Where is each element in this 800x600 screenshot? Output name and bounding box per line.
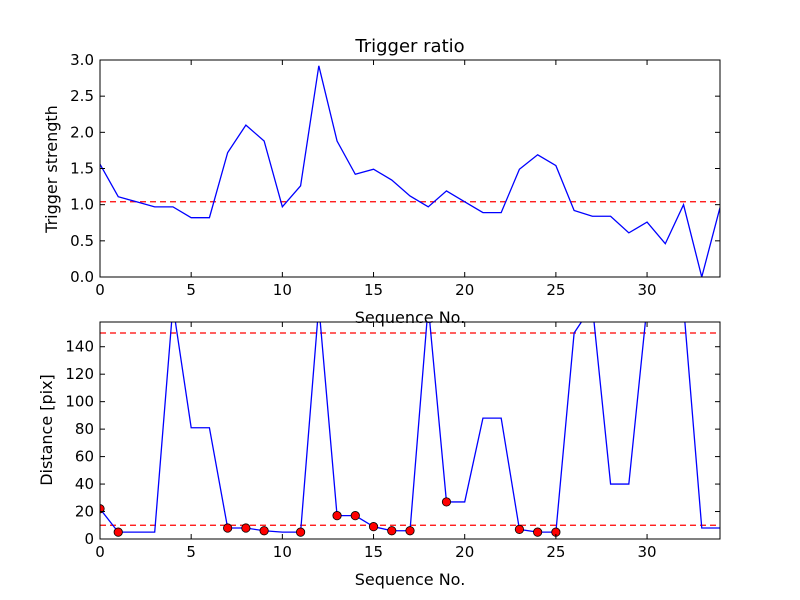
x-axis-label: Sequence No. bbox=[355, 570, 466, 589]
x-tick-label: 0 bbox=[95, 281, 105, 299]
y-tick-label: 140 bbox=[65, 338, 94, 356]
y-tick-label: 20 bbox=[75, 503, 94, 521]
x-tick-label: 10 bbox=[273, 543, 292, 561]
x-tick-label: 20 bbox=[455, 281, 474, 299]
trigger-ratio-panel: Trigger ratio Sequence No. Trigger stren… bbox=[42, 36, 721, 327]
data-point bbox=[295, 527, 306, 537]
data-point bbox=[241, 523, 251, 533]
plot-area bbox=[100, 65, 720, 277]
data-point bbox=[368, 522, 379, 532]
data-point bbox=[533, 527, 543, 537]
y-tick-label: 2.5 bbox=[70, 87, 94, 105]
y-tick-label: 100 bbox=[65, 393, 94, 411]
x-tick-label: 5 bbox=[186, 281, 196, 299]
x-tick-label: 0 bbox=[95, 543, 105, 561]
axes-frame bbox=[99, 59, 721, 278]
data-point bbox=[113, 527, 123, 537]
data-point bbox=[332, 511, 342, 521]
x-tick-label: 15 bbox=[364, 281, 383, 299]
x-tick-label: 5 bbox=[186, 543, 196, 561]
y-tick-label: 60 bbox=[75, 448, 94, 466]
y-tick-label: 1.0 bbox=[70, 196, 94, 214]
x-tick-label: 25 bbox=[546, 281, 565, 299]
y-tick-label: 80 bbox=[75, 420, 94, 438]
x-tick-label: 20 bbox=[455, 543, 474, 561]
data-point bbox=[387, 526, 397, 536]
data-point bbox=[514, 524, 525, 534]
x-tick-label: 25 bbox=[546, 543, 565, 561]
y-tick-label: 3.0 bbox=[70, 51, 94, 69]
data-point bbox=[405, 526, 415, 536]
y-axis-label: Distance [pix] bbox=[37, 374, 56, 486]
x-tick-label: 30 bbox=[638, 281, 657, 299]
x-tick-label: 30 bbox=[638, 543, 657, 561]
y-tick-label: 0.5 bbox=[70, 232, 94, 250]
data-point bbox=[441, 497, 452, 507]
x-tick-label: 10 bbox=[273, 281, 292, 299]
axes-frame bbox=[99, 321, 721, 540]
distance-panel: Sequence No. Distance [pix] 0 5 10 15 20 25 30… bbox=[37, 321, 721, 589]
series-line bbox=[100, 322, 720, 533]
y-tick-label: 0 bbox=[84, 530, 94, 548]
data-point bbox=[259, 526, 269, 536]
y-tick-label: 40 bbox=[75, 475, 94, 493]
series-line bbox=[100, 65, 720, 277]
y-axis-label: Trigger strength bbox=[42, 105, 61, 234]
data-point bbox=[350, 511, 360, 521]
y-tick-label: 0.0 bbox=[70, 268, 94, 286]
x-tick-label: 15 bbox=[364, 543, 383, 561]
y-tick-label: 1.5 bbox=[70, 160, 94, 178]
x-axis-label: Sequence No. bbox=[355, 308, 466, 327]
chart-title: Trigger ratio bbox=[354, 36, 464, 57]
data-point bbox=[223, 523, 233, 533]
y-tick-label: 2.0 bbox=[70, 123, 94, 141]
y-tick-label: 120 bbox=[65, 365, 94, 383]
plot-area bbox=[100, 322, 720, 537]
